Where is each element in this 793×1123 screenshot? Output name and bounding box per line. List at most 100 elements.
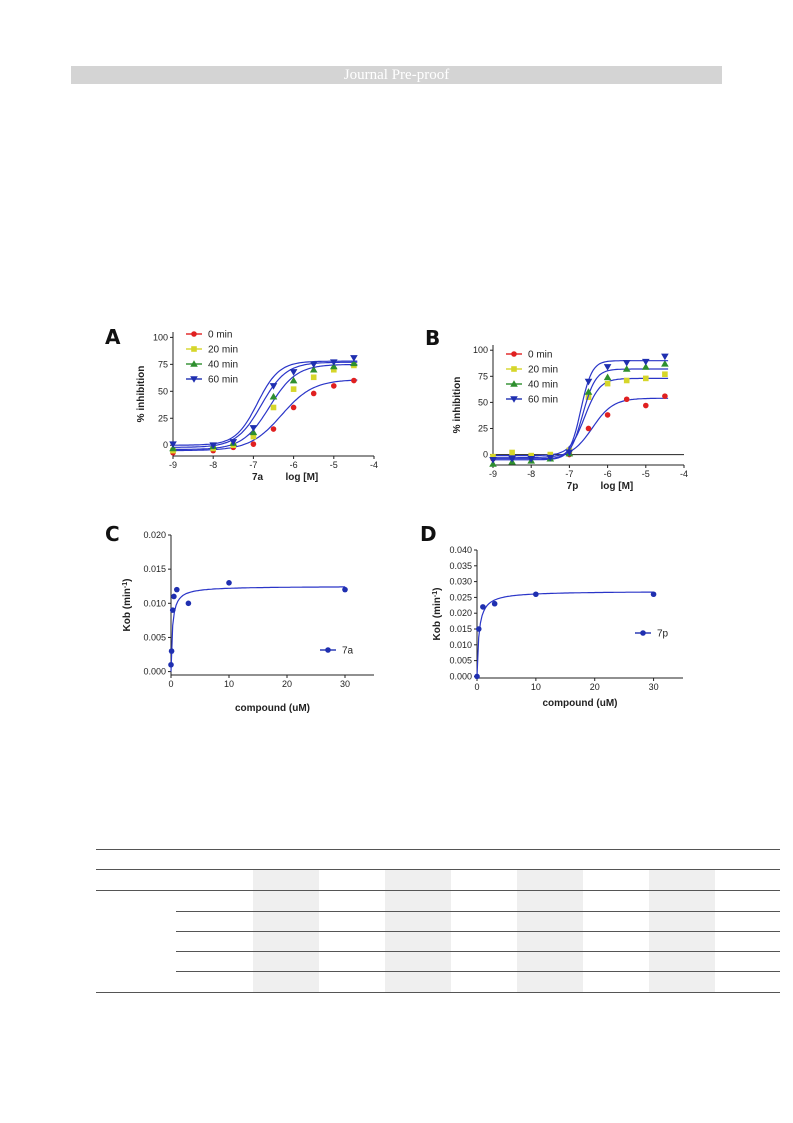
x-tick-label: -7 <box>565 469 573 479</box>
journal-preproof-banner: Journal Pre-proof <box>71 66 722 84</box>
data-point <box>511 351 517 357</box>
fit-curve <box>493 377 669 457</box>
data-point <box>491 600 498 607</box>
data-point <box>226 580 232 586</box>
panel-label: D <box>420 522 437 546</box>
y-tick-label: 0.025 <box>449 592 472 602</box>
data-point <box>270 404 277 411</box>
fit-curve <box>493 360 669 460</box>
data-point <box>190 376 198 383</box>
x-tick-label: 20 <box>590 682 600 692</box>
data-point <box>533 591 539 598</box>
x-tick-label: -8 <box>527 469 535 479</box>
data-point <box>310 374 317 381</box>
chart-panel-d: D 0 10 20 30 0.000 0.005 0.010 0.015 0.020 0.025 0.… <box>420 522 710 720</box>
y-tick-label: 0 <box>163 440 168 450</box>
data-point <box>249 425 258 432</box>
data-point <box>325 647 331 653</box>
x-tick-label: -6 <box>290 460 298 470</box>
data-point <box>643 402 649 409</box>
y-axis-label: Kob (min-1) <box>432 588 444 641</box>
x-axis-label: log [M] <box>286 472 319 483</box>
legend-label: 40 min <box>208 360 238 371</box>
x-axis-label: compound (uM) <box>235 703 310 714</box>
data-point <box>508 455 516 463</box>
data-point <box>662 371 668 378</box>
fit-curve <box>173 363 358 451</box>
x-tick-label: -8 <box>209 460 217 470</box>
fit-curve <box>170 586 346 672</box>
y-tick-label: 25 <box>478 423 488 433</box>
chart-panel-c: C 0 10 20 30 0.000 0.005 0.010 0.015 0.020 Kob (mi… <box>100 522 390 720</box>
data-point <box>565 449 574 457</box>
y-tick-label: 25 <box>158 413 168 423</box>
data-point <box>490 453 496 460</box>
data-point <box>250 433 257 440</box>
data-point <box>168 648 175 654</box>
y-tick-label: 0.020 <box>449 608 472 618</box>
legend-label: 7p <box>657 629 669 640</box>
data-point <box>489 456 497 464</box>
y-axis-label: Kob (min-1) <box>122 579 134 632</box>
data-point <box>249 428 258 436</box>
y-tick-label: 100 <box>473 345 488 355</box>
x-tick-label: 30 <box>340 679 350 689</box>
y-tick-label: 50 <box>158 386 168 396</box>
data-point <box>269 392 278 400</box>
legend-label: 7a <box>342 646 354 657</box>
data-point <box>510 380 518 387</box>
y-tick-label: 0.005 <box>143 632 166 642</box>
data-point <box>661 353 669 361</box>
panel-label: A <box>105 325 121 349</box>
chart-c-svg: C 0 10 20 30 0.000 0.005 0.010 0.015 0.020 Kob (mi… <box>105 522 374 714</box>
data-point <box>191 346 197 352</box>
data-point <box>622 365 631 372</box>
data-point <box>331 366 337 373</box>
x-tick-label: -4 <box>370 460 378 470</box>
data-point <box>289 376 298 384</box>
y-tick-label: 0.030 <box>449 577 472 587</box>
data-point <box>584 388 593 395</box>
data-point <box>623 377 630 384</box>
data-point <box>185 600 192 607</box>
x-tick-label: -4 <box>680 469 688 479</box>
y-tick-label: 75 <box>158 359 168 369</box>
x-tick-label: 10 <box>531 682 541 692</box>
data-point <box>528 452 534 459</box>
legend-label: 60 min <box>528 395 558 406</box>
data-point <box>474 673 480 680</box>
data-point <box>622 359 631 367</box>
data-point <box>190 360 198 367</box>
data-point <box>290 386 297 392</box>
y-tick-label: 100 <box>153 332 168 342</box>
fit-curve <box>173 361 358 448</box>
x-tick-label: -9 <box>169 460 177 470</box>
chart-d-svg: D 0 10 20 30 0.000 0.005 0.010 0.015 0.020 0.025 0.… <box>420 522 683 709</box>
y-tick-label: 0.010 <box>449 640 472 650</box>
banner-text: Journal Pre-proof <box>343 67 450 83</box>
x-tick-label: 20 <box>282 679 292 689</box>
data-point <box>289 369 298 376</box>
data-point <box>511 366 517 372</box>
x-tick-label: -5 <box>642 469 650 479</box>
data-point <box>342 586 348 593</box>
legend-label: 60 min <box>208 375 238 386</box>
fit-curve <box>173 379 358 452</box>
y-tick-label: 0.015 <box>449 624 472 634</box>
data-point <box>169 444 177 452</box>
x-tick-label: -7 <box>249 460 257 470</box>
data-point <box>546 454 555 462</box>
x-tick-label: 0 <box>474 682 479 692</box>
data-point <box>510 396 518 403</box>
x-axis-compound-label: 7p <box>567 481 579 492</box>
y-tick-label: 0.005 <box>449 656 472 666</box>
chart-panel-b: B -9 -8 -7 -6 -5 -4 0 25 50 75 100 % inhibition 7p log… <box>420 326 710 502</box>
data-point <box>309 361 318 369</box>
data-point <box>169 607 176 613</box>
x-tick-label: -6 <box>604 469 612 479</box>
y-axis-label: % inhibition <box>136 366 147 423</box>
legend-label: 0 min <box>208 330 232 341</box>
data-point <box>661 359 669 367</box>
data-point <box>169 441 177 448</box>
data-point <box>310 390 317 397</box>
